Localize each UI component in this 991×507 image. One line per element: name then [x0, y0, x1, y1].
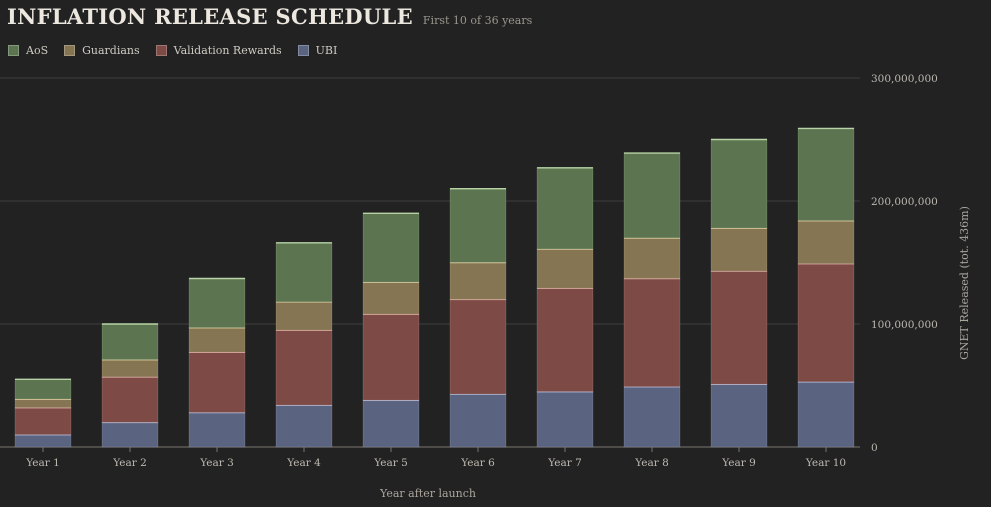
- bar-segment-guardians[interactable]: [449, 262, 507, 300]
- x-tick-label: Year 9: [721, 457, 756, 469]
- bar-segment-ubi[interactable]: [536, 391, 594, 448]
- bar-segment-aos[interactable]: [14, 378, 72, 400]
- bar-segment-aos[interactable]: [623, 152, 681, 239]
- bar-segment-validation-rewards[interactable]: [623, 277, 681, 388]
- legend-swatch-ubi: [297, 45, 309, 56]
- chart-subtitle: First 10 of 36 years: [422, 14, 533, 27]
- x-tick-label: Year 2: [112, 457, 147, 469]
- bar-segment-ubi[interactable]: [710, 383, 768, 448]
- legend-item-ubi[interactable]: UBI: [297, 44, 338, 57]
- legend-swatch-aos: [8, 45, 19, 56]
- x-tick-label: Year 1: [25, 457, 60, 469]
- bar-stack: [623, 152, 681, 448]
- x-axis: Year 1 Year 2 Year 3 Year 4 Year 5 Year 6 Year…: [25, 447, 846, 469]
- bar-stack: [797, 127, 855, 448]
- bar-stack: [362, 212, 420, 448]
- bar-segment-aos[interactable]: [449, 188, 507, 263]
- bar-segment-aos[interactable]: [710, 139, 768, 229]
- bar-segment-guardians[interactable]: [188, 327, 246, 353]
- bar-segment-guardians[interactable]: [101, 359, 159, 378]
- bar-segment-aos[interactable]: [797, 127, 855, 222]
- bar-segment-guardians[interactable]: [623, 237, 681, 279]
- bar-segment-validation-rewards[interactable]: [536, 287, 594, 393]
- y-tick-label: 200,000,000: [871, 196, 938, 208]
- bar-segment-ubi[interactable]: [275, 404, 333, 448]
- chart-title: INFLATION RELEASE SCHEDULE: [7, 4, 413, 29]
- bar-stack: [14, 378, 72, 448]
- bar-segment-validation-rewards[interactable]: [188, 351, 246, 414]
- chart-legend: AoS Guardians Validation Rewards UBI: [8, 44, 337, 57]
- bar-segment-validation-rewards[interactable]: [362, 313, 420, 401]
- bar-segment-ubi[interactable]: [623, 386, 681, 448]
- y-axis-title: GNET Released (tot. 436m): [958, 206, 971, 360]
- legend-swatch-guardians: [64, 45, 76, 56]
- bar-segment-ubi[interactable]: [797, 381, 855, 448]
- x-tick-label: Year 8: [634, 457, 669, 469]
- bar-segment-aos[interactable]: [275, 242, 333, 303]
- bar-stack: [188, 277, 246, 448]
- bar-segment-validation-rewards[interactable]: [710, 270, 768, 385]
- bar-segment-ubi[interactable]: [362, 399, 420, 448]
- y-tick-label: 300,000,000: [871, 73, 938, 85]
- bar-segment-aos[interactable]: [536, 167, 594, 250]
- bar-segment-validation-rewards[interactable]: [449, 298, 507, 395]
- bar-stack: [449, 187, 507, 448]
- y-tick-label: 0: [871, 442, 878, 454]
- bar-stack: [710, 138, 768, 448]
- x-tick-label: Year 5: [373, 457, 408, 469]
- bar-stacks: [14, 127, 855, 448]
- legend-label-guardians: Guardians: [82, 44, 140, 57]
- legend-item-guardians[interactable]: Guardians: [64, 44, 140, 57]
- x-axis-title: Year after launch: [379, 487, 476, 500]
- bar-segment-aos[interactable]: [188, 277, 246, 329]
- bar-segment-guardians[interactable]: [362, 281, 420, 315]
- legend-swatch-validation-rewards: [155, 45, 167, 56]
- bar-segment-validation-rewards[interactable]: [14, 407, 72, 436]
- bar-segment-guardians[interactable]: [797, 220, 855, 265]
- chart-header: INFLATION RELEASE SCHEDULE First 10 of 3…: [7, 4, 532, 29]
- bar-segment-aos[interactable]: [362, 212, 420, 283]
- bar-segment-guardians[interactable]: [275, 301, 333, 331]
- y-axis: 0 100,000,000 200,000,000 300,000,000: [871, 73, 938, 454]
- bar-segment-guardians[interactable]: [710, 227, 768, 272]
- legend-label-aos: AoS: [26, 44, 49, 57]
- bar-segment-ubi[interactable]: [101, 421, 159, 448]
- bar-segment-validation-rewards[interactable]: [275, 329, 333, 406]
- bar-segment-validation-rewards[interactable]: [101, 376, 159, 423]
- x-tick-label: Year 10: [805, 457, 846, 469]
- legend-item-aos[interactable]: AoS: [8, 44, 48, 57]
- legend-label-ubi: UBI: [315, 44, 338, 57]
- bar-segment-ubi[interactable]: [449, 393, 507, 448]
- bar-segment-guardians[interactable]: [14, 398, 72, 409]
- legend-label-validation-rewards: Validation Rewards: [173, 44, 282, 57]
- x-tick-label: Year 7: [547, 457, 582, 469]
- x-tick-label: Year 4: [286, 457, 321, 469]
- bar-stack: [101, 323, 159, 448]
- bar-stack: [536, 167, 594, 448]
- bar-segment-aos[interactable]: [101, 323, 159, 361]
- bar-segment-ubi[interactable]: [188, 412, 246, 448]
- bar-segment-ubi[interactable]: [14, 434, 72, 448]
- bar-segment-guardians[interactable]: [536, 248, 594, 289]
- legend-item-validation-rewards[interactable]: Validation Rewards: [155, 44, 282, 57]
- y-tick-label: 100,000,000: [871, 319, 938, 331]
- bar-segment-validation-rewards[interactable]: [797, 263, 855, 383]
- x-tick-label: Year 3: [199, 457, 234, 469]
- bar-stack: [275, 242, 333, 448]
- x-tick-label: Year 6: [460, 457, 495, 469]
